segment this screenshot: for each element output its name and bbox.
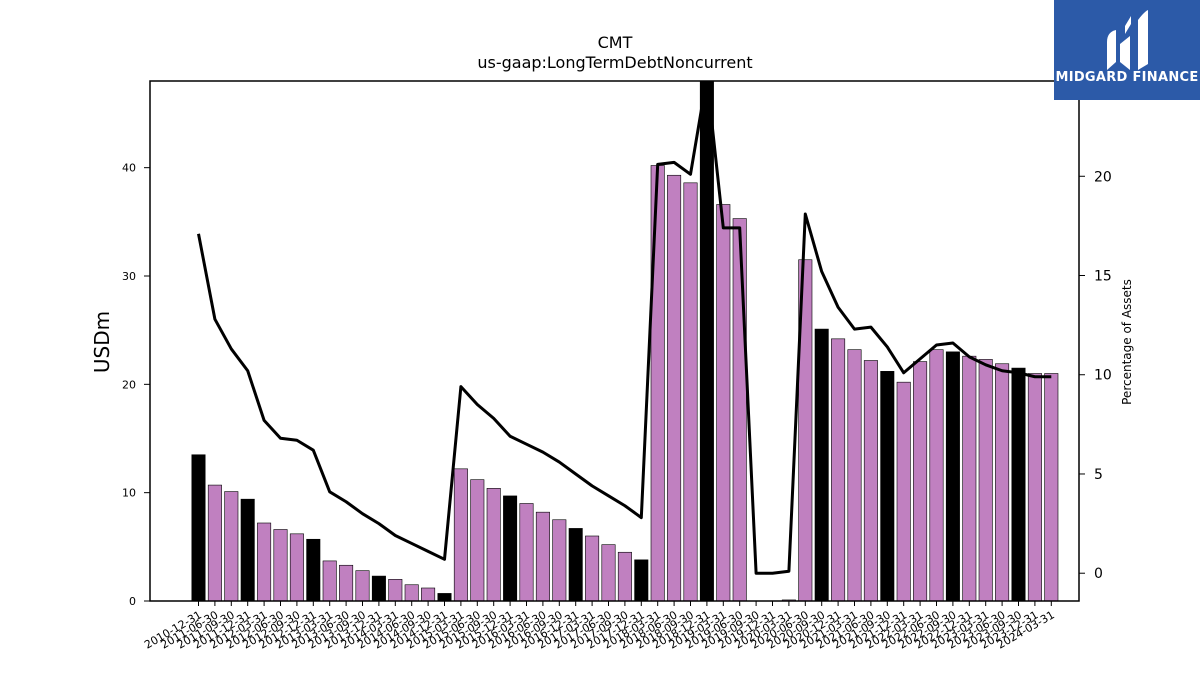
- bar-2015-12-31: [503, 495, 518, 601]
- right-tick-label: 10: [1094, 368, 1112, 384]
- left-tick-label: 20: [122, 378, 136, 391]
- right-tick-label: 0: [1094, 566, 1103, 582]
- bar-2023-09-30: [1011, 367, 1026, 601]
- bar-2013-06-30: [339, 564, 354, 601]
- bar-2021-06-30: [863, 360, 878, 601]
- bar-2017-12-31: [634, 559, 649, 601]
- bar-2022-03-31: [913, 361, 928, 601]
- bar-2014-06-30: [404, 584, 419, 601]
- chart-subtitle: us-gaap:LongTermDebtNoncurrent: [477, 53, 752, 72]
- line-layer: [197, 81, 1052, 575]
- x-axis-ticks: 2010-12-312011-06-302011-09-302011-12-31…: [142, 601, 1057, 652]
- bar-2011-12-31: [240, 498, 255, 601]
- bar-2023-06-30: [995, 363, 1010, 601]
- bar-2022-09-30: [945, 351, 960, 601]
- bar-2014-03-31: [388, 579, 403, 601]
- bar-2020-06-30: [798, 259, 813, 601]
- right-tick-label: 15: [1094, 269, 1112, 285]
- bar-2021-03-31: [847, 349, 862, 601]
- bar-2015-03-31: [453, 468, 468, 601]
- bar-2016-03-31: [519, 503, 534, 601]
- bar-2019-06-30: [732, 218, 747, 601]
- bar-2014-09-30: [421, 587, 436, 601]
- bar-2015-06-30: [470, 479, 485, 601]
- right-tick-label: 20: [1094, 169, 1112, 185]
- bar-2024-03-31: [1044, 373, 1059, 601]
- bar-2021-12-31: [896, 381, 911, 601]
- bar-2012-06-30: [273, 529, 288, 601]
- right-tick-label: 5: [1094, 467, 1103, 483]
- bar-2017-09-30: [617, 551, 632, 601]
- bar-2016-06-30: [535, 511, 550, 601]
- bar-2011-06-30: [207, 484, 222, 601]
- left-tick-label: 40: [122, 162, 136, 175]
- bar-2018-12-31: [699, 81, 714, 601]
- bar-2022-06-30: [929, 349, 944, 601]
- y-axis-label-right: Percentage of Assets: [1120, 279, 1134, 405]
- bar-2012-03-31: [257, 522, 272, 601]
- bar-2023-03-31: [978, 359, 993, 601]
- bar-2013-03-31: [322, 560, 337, 601]
- bar-2012-09-30: [289, 533, 304, 601]
- bar-2022-12-31: [962, 355, 977, 601]
- plot-frame: [149, 80, 1080, 602]
- bar-2023-12-31: [1027, 373, 1042, 601]
- bar-2013-09-30: [355, 570, 370, 601]
- right-axis-ticks: 0 5 10 15 20: [1079, 169, 1112, 582]
- bar-2017-03-31: [585, 535, 600, 601]
- bar-2016-09-30: [552, 519, 567, 601]
- left-axis-ticks: 0 10 20 30 40: [122, 162, 150, 608]
- bar-2020-09-30: [814, 328, 829, 601]
- bar-2013-12-31: [371, 575, 386, 601]
- left-tick-label: 10: [122, 487, 136, 500]
- bar-2012-12-31: [306, 538, 321, 601]
- bar-2018-03-31: [650, 165, 665, 601]
- y-axis-label: USDm: [90, 311, 114, 373]
- bar-2015-09-30: [486, 488, 501, 601]
- logo-text: MIDGARD FINANCE: [1055, 70, 1198, 85]
- bars-layer: [191, 81, 1059, 601]
- left-tick-label: 30: [122, 270, 136, 283]
- bar-2017-06-30: [601, 544, 616, 601]
- bar-2020-12-31: [831, 338, 846, 601]
- logo: MIDGARD FINANCE: [1054, 0, 1200, 100]
- bar-2016-12-31: [568, 528, 583, 601]
- bar-2019-03-31: [716, 204, 731, 601]
- line-percentage-of-assets: [197, 81, 1052, 575]
- bar-2018-06-30: [667, 174, 682, 601]
- midgard-logo-icon: [1107, 10, 1148, 70]
- bar-2010-12-31: [191, 454, 206, 601]
- bar-2018-09-30: [683, 182, 698, 601]
- bar-2011-09-30: [224, 491, 239, 601]
- bar-2021-09-30: [880, 371, 895, 601]
- left-tick-label: 0: [129, 595, 136, 608]
- chart-title: CMT: [598, 33, 633, 52]
- bar-2014-12-31: [437, 593, 452, 601]
